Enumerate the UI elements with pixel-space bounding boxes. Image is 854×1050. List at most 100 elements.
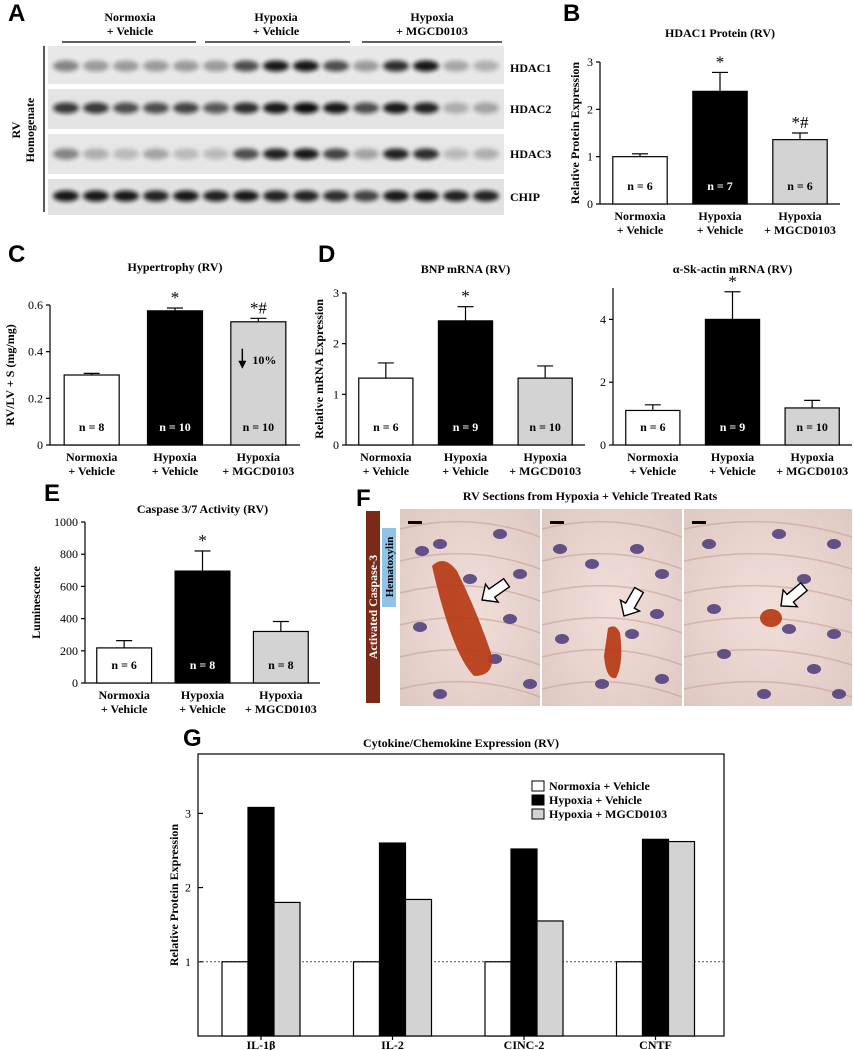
- y-tick-label: 3: [333, 286, 339, 300]
- blot-band: [113, 60, 139, 72]
- x-tick-label: CINC-2: [504, 1038, 545, 1050]
- nucleus: [782, 624, 796, 634]
- blot-band: [293, 60, 319, 72]
- n-label: n = 10: [243, 420, 275, 434]
- n-label: n = 9: [720, 420, 746, 434]
- tissue-fiber: [541, 552, 683, 570]
- n-label: n = 8: [190, 658, 216, 672]
- group-label-normoxia-line1: Normoxia: [104, 10, 155, 24]
- nucleus: [463, 574, 477, 584]
- blot-band: [233, 60, 259, 72]
- y-axis-label: Luminescence: [29, 565, 43, 638]
- n-label: n = 8: [79, 420, 105, 434]
- category-label-line2: + Vehicle: [363, 464, 410, 478]
- group-label-mgcd-line1: Hypoxia: [410, 10, 453, 24]
- blot-band: [83, 148, 109, 160]
- category-label-line1: Hypoxia: [259, 688, 302, 702]
- nucleus: [493, 529, 507, 539]
- n-label: n = 6: [627, 179, 653, 193]
- blot-band: [53, 148, 79, 160]
- side-label-homogenate: Homogenate: [23, 97, 37, 162]
- bar: [615, 961, 644, 1037]
- band-label-hdac3: HDAC3: [510, 147, 551, 161]
- blot-band: [203, 102, 229, 114]
- y-tick-label: 1000: [54, 515, 78, 529]
- category-label-line2: + Vehicle: [630, 464, 677, 478]
- nucleus: [553, 544, 567, 554]
- bar: [230, 321, 287, 446]
- blot-band: [263, 60, 289, 72]
- significance-mark: *: [461, 287, 470, 306]
- scale-bar: [550, 521, 564, 524]
- band-label-hdac2: HDAC2: [510, 102, 551, 116]
- nucleus: [625, 629, 639, 639]
- nucleus: [757, 689, 771, 699]
- blot-band: [233, 190, 259, 202]
- y-tick-label: 0.6: [28, 298, 43, 312]
- nucleus: [832, 689, 846, 699]
- significance-mark: *#: [250, 298, 268, 317]
- x-tick-label: CNTF: [639, 1038, 672, 1050]
- stain-label-caspase: Activated Caspase-3: [366, 555, 380, 659]
- blot-band: [323, 60, 349, 72]
- nucleus: [655, 674, 669, 684]
- category-label-line2: + MGCD0103: [245, 702, 317, 716]
- y-tick-label: 0: [72, 676, 78, 690]
- category-label-line2: + Vehicle: [442, 464, 489, 478]
- y-tick-label: 600: [60, 579, 78, 593]
- blot-band: [443, 190, 469, 202]
- bar: [437, 320, 494, 446]
- nucleus: [772, 529, 786, 539]
- category-label-line2: + MGCD0103: [222, 464, 294, 478]
- category-label-line1: Normoxia: [360, 450, 411, 464]
- blot-band: [353, 190, 379, 202]
- pointer-arrow-shape: [619, 586, 645, 617]
- nucleus: [702, 539, 716, 549]
- category-label-line1: Hypoxia: [444, 450, 487, 464]
- category-label-line1: Hypoxia: [523, 450, 566, 464]
- pointer-arrow: [619, 586, 645, 617]
- blot-band: [83, 102, 109, 114]
- legend-entry: Normoxia + Vehicle: [549, 779, 651, 793]
- y-tick-label: 1: [333, 387, 339, 401]
- category-label-line2: + MGCD0103: [776, 464, 848, 478]
- n-label: n = 6: [373, 420, 399, 434]
- tissue-fiber: [541, 584, 683, 602]
- bar: [784, 407, 840, 446]
- y-tick-label: 2: [587, 102, 593, 116]
- significance-mark: *: [728, 272, 737, 291]
- nucleus: [630, 544, 644, 554]
- blot-band: [353, 102, 379, 114]
- chart-title: BNP mRNA (RV): [421, 262, 511, 276]
- y-tick-label: 0: [37, 438, 43, 452]
- y-axis-label: RV/LV + S (mg/mg): [3, 324, 17, 425]
- nucleus: [415, 546, 429, 556]
- tissue-fiber: [541, 616, 683, 634]
- blot-band: [473, 190, 499, 202]
- bar: [247, 806, 275, 1037]
- x-tick-label: IL-2: [381, 1038, 404, 1050]
- pointer-arrow-shape: [780, 581, 809, 608]
- x-tick-label: IL-1β: [247, 1038, 276, 1050]
- group-label-mgcd-line2: + MGCD0103: [396, 24, 468, 38]
- significance-mark: *: [171, 288, 180, 307]
- nucleus: [595, 679, 609, 689]
- category-label-line1: Normoxia: [614, 209, 665, 223]
- y-tick-label: 2: [333, 337, 339, 351]
- y-tick-label: 1: [587, 150, 593, 164]
- category-label-line2: + Vehicle: [152, 464, 199, 478]
- category-label-line1: Normoxia: [66, 450, 117, 464]
- blot-band: [323, 190, 349, 202]
- nucleus: [523, 679, 537, 689]
- blot-band: [413, 60, 439, 72]
- category-label-line1: Hypoxia: [790, 450, 833, 464]
- blot-band: [413, 190, 439, 202]
- stained-cell: [432, 561, 493, 676]
- panel-g-cytokine-chart: Cytokine/Chemokine Expression (RV) Relati…: [167, 736, 725, 1050]
- n-label: n = 6: [640, 420, 666, 434]
- y-tick-label: 0.2: [28, 391, 43, 405]
- category-label-line1: Hypoxia: [711, 450, 754, 464]
- panel-e-caspase-chart: Caspase 3/7 Activity (RV) Luminescence 0 20…: [29, 502, 320, 716]
- blot-band: [203, 148, 229, 160]
